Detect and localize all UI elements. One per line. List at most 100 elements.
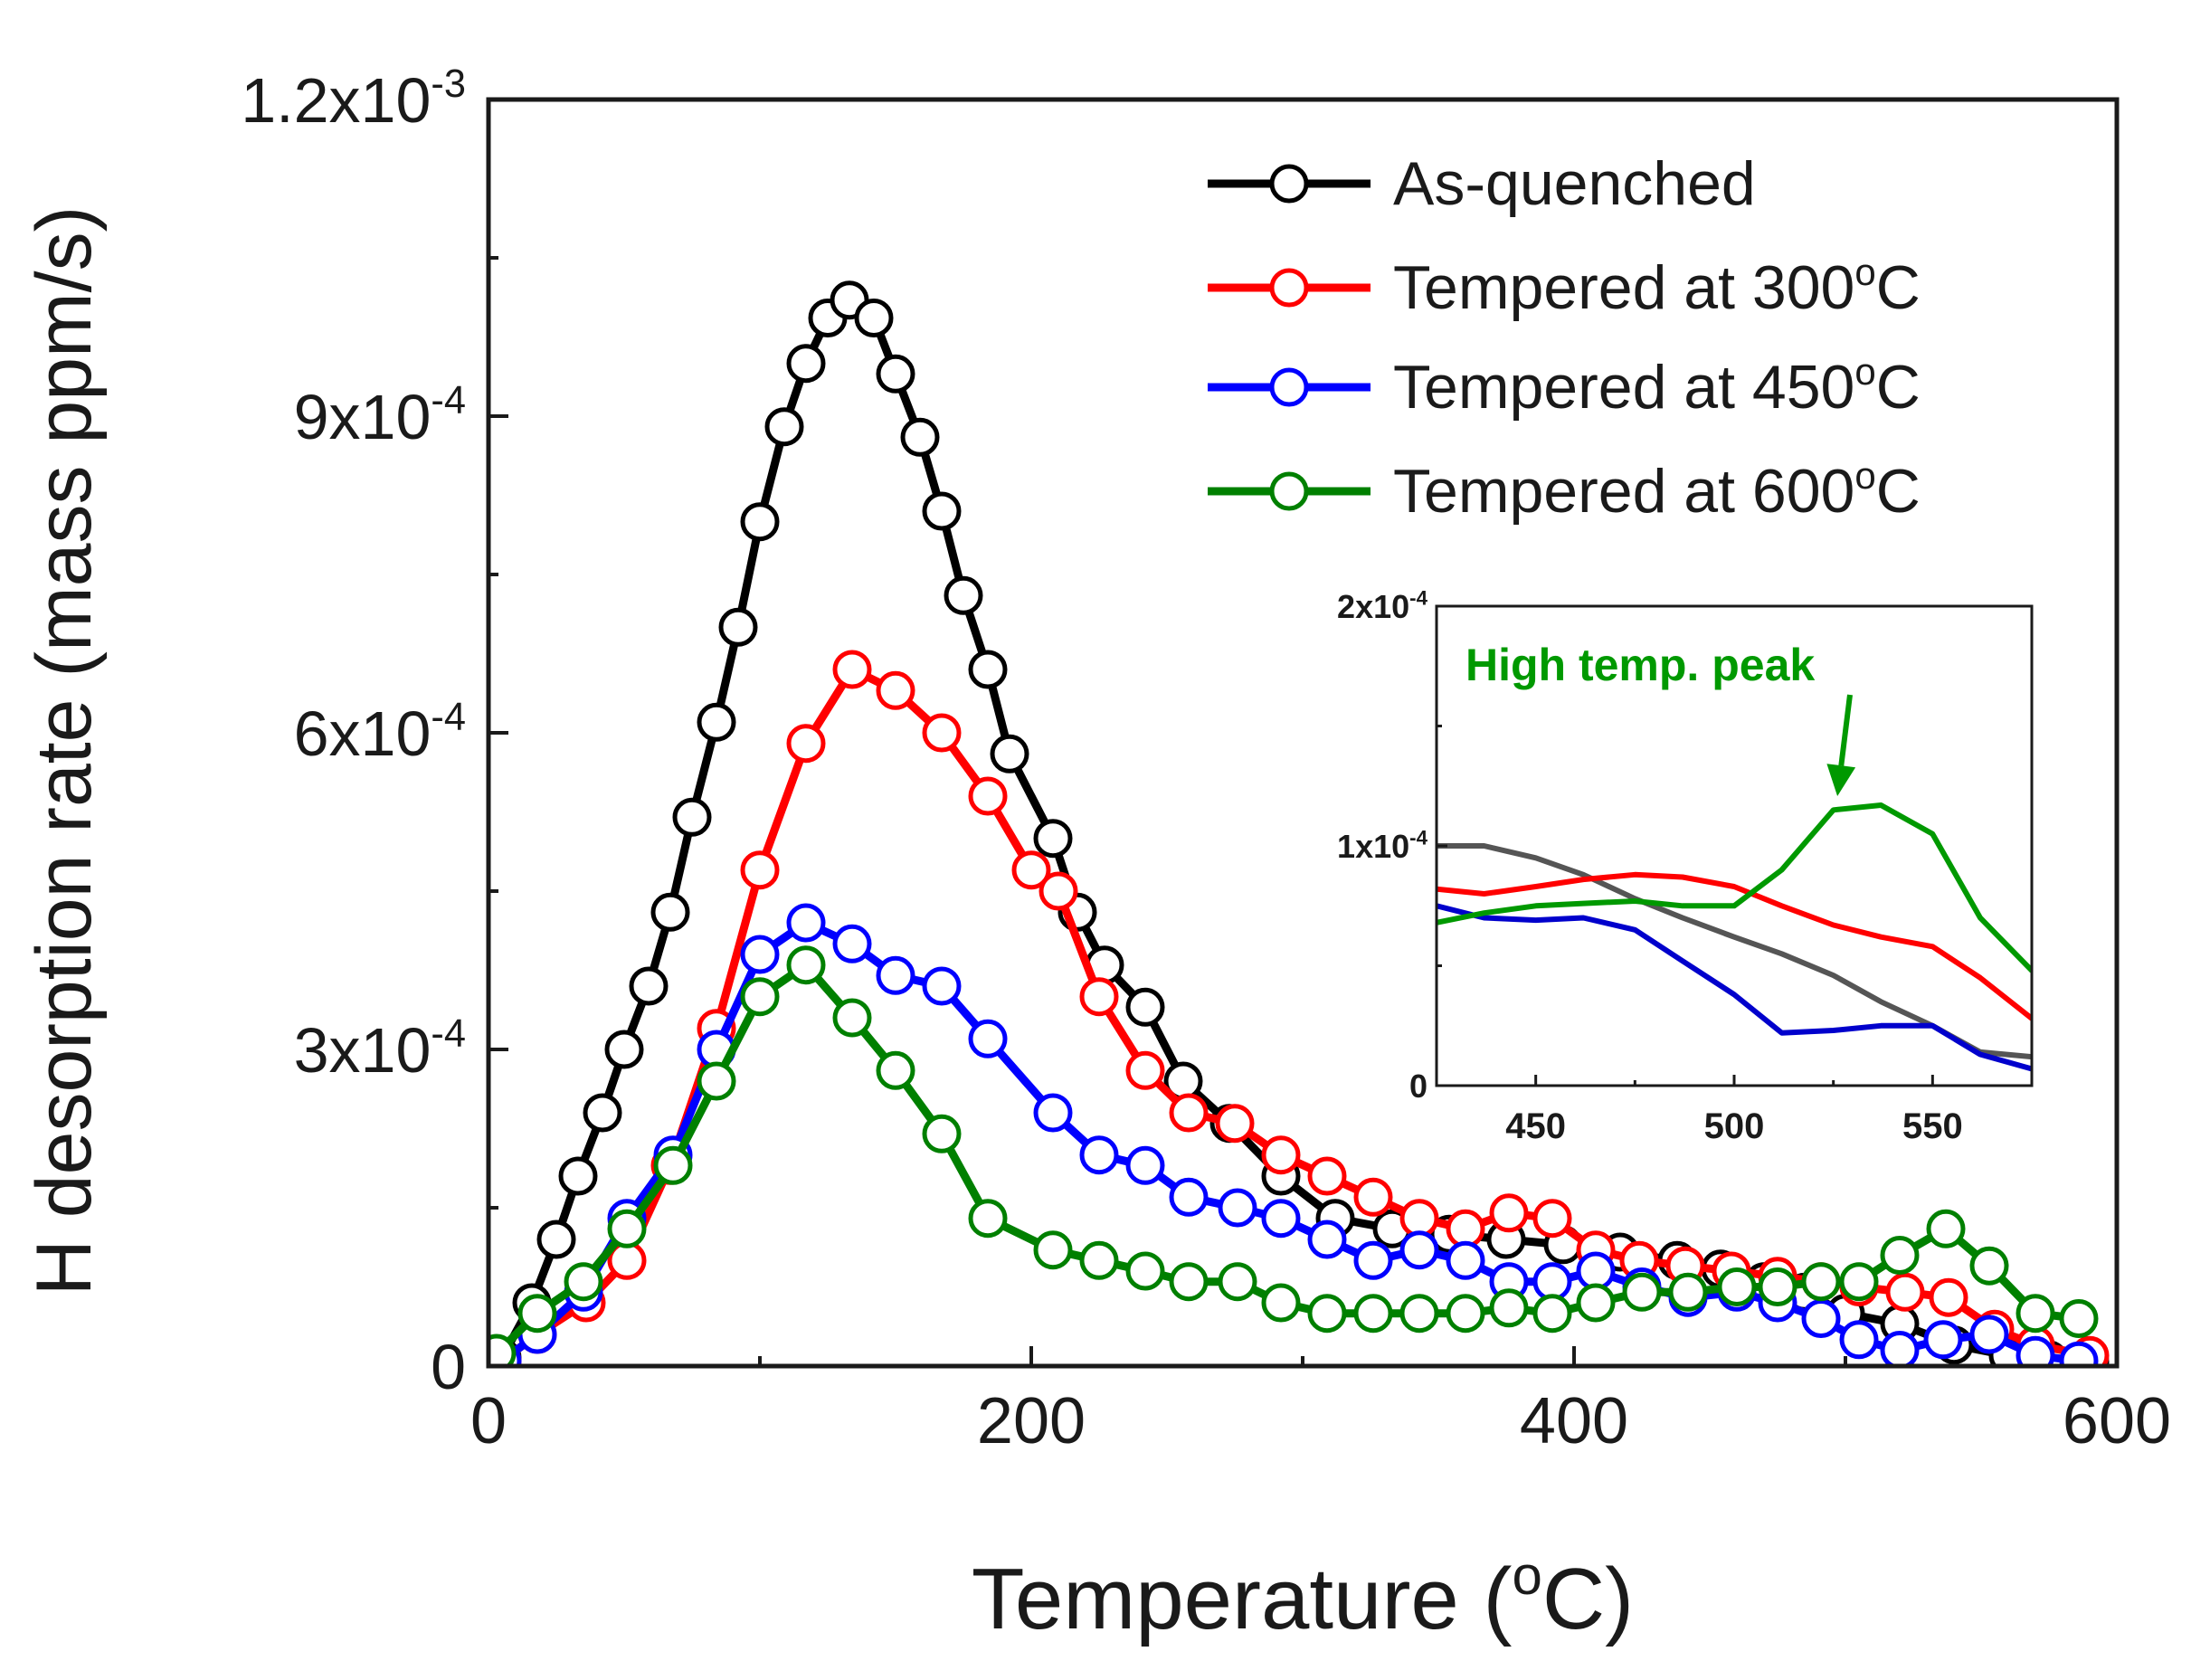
main-y-tick-mantissa: 0 xyxy=(431,1332,466,1402)
inset-series-layer xyxy=(1437,802,2032,1072)
main-y-tick-label-0: 0 xyxy=(431,1332,466,1402)
data-point-tempered-at-600-c-13 xyxy=(1079,1240,1119,1280)
data-point-tempered-at-300-c-17 xyxy=(1215,1104,1255,1144)
data-point-tempered-at-600-c-15 xyxy=(1169,1262,1209,1302)
legend-label-tempered-450-main: Tempered at 450 xyxy=(1393,353,1854,422)
data-point-tempered-at-300-c-33 xyxy=(1929,1277,1968,1317)
data-point-tempered-at-450-c-35 xyxy=(2059,1341,2099,1366)
data-point-tempered-at-450-c-9 xyxy=(876,955,915,995)
data-point-tempered-at-600-c-26 xyxy=(1668,1272,1708,1312)
data-point-tempered-at-450-c-23 xyxy=(1532,1262,1572,1302)
data-point-as-quenched-26 xyxy=(1125,987,1165,1027)
data-point-tempered-at-600-c-28 xyxy=(1758,1267,1797,1306)
inset-series-line-tempered-at-600 xyxy=(1437,802,2032,973)
data-point-as-quenched-13 xyxy=(786,344,826,384)
legend-label-as-quenched: As-quenched xyxy=(1393,149,1756,218)
main-x-tick-label-600: 600 xyxy=(2063,1385,2171,1457)
data-point-tempered-at-300-c-20 xyxy=(1353,1177,1393,1217)
data-point-as-quenched-22 xyxy=(990,734,1029,774)
data-point-tempered-at-450-c-8 xyxy=(832,924,872,963)
data-point-tempered-at-600-c-11 xyxy=(968,1199,1008,1239)
data-point-tempered-at-600-c-20 xyxy=(1399,1294,1439,1334)
data-point-tempered-at-450-c-13 xyxy=(1079,1135,1119,1175)
main-y-tick-mantissa: 3 xyxy=(294,1015,329,1086)
legend-item-tempered-600: Tempered at 600oC xyxy=(1208,454,1921,526)
data-point-as-quenched-5 xyxy=(604,1030,644,1069)
main-x-tick-label-0: 0 xyxy=(470,1385,507,1457)
data-point-tempered-at-300-c-10 xyxy=(922,713,962,753)
inset-x-tick-label-500: 500 xyxy=(1704,1106,1765,1146)
main-x-tick-label-200: 200 xyxy=(977,1385,1086,1457)
data-point-tempered-at-300-c-8 xyxy=(832,650,872,689)
inset-y-tick-mantissa: 2 xyxy=(1337,588,1355,625)
legend-label-tempered-450-sup: o xyxy=(1854,350,1875,393)
data-point-tempered-at-600-c-2 xyxy=(564,1262,603,1302)
data-point-tempered-at-600-c-8 xyxy=(832,998,872,1038)
data-point-tempered-at-300-c-6 xyxy=(740,850,780,890)
data-point-tempered-at-450-c-14 xyxy=(1125,1145,1165,1185)
main-series-layer xyxy=(488,280,2110,1366)
data-point-as-quenched-21 xyxy=(968,650,1008,689)
inset-y-tick-base: x10 xyxy=(1355,828,1409,865)
main-y-tick-exponent: -4 xyxy=(431,379,466,422)
data-point-tempered-at-450-c-21 xyxy=(1446,1240,1485,1280)
data-point-tempered-at-600-c-19 xyxy=(1353,1294,1393,1334)
data-point-tempered-at-450-c-12 xyxy=(1033,1093,1073,1133)
data-point-tempered-at-600-c-9 xyxy=(876,1050,915,1090)
legend-marker-as-quenched xyxy=(1269,164,1309,204)
legend-marker-tempered-600 xyxy=(1269,471,1309,511)
x-axis-label-tail: C) xyxy=(1542,1551,1634,1647)
data-point-tempered-at-300-c-15 xyxy=(1125,1050,1165,1090)
main-y-tick-label-1: 3x10-4 xyxy=(294,1012,466,1086)
data-point-tempered-at-600-c-35 xyxy=(2059,1299,2099,1338)
data-point-tempered-at-450-c-16 xyxy=(1218,1188,1257,1228)
data-point-tempered-at-600-c-34 xyxy=(2016,1294,2055,1334)
data-point-tempered-at-600-c-25 xyxy=(1622,1272,1662,1312)
inset-y-tick-exponent: -4 xyxy=(1409,827,1427,849)
legend-label-tempered-450-tail: C xyxy=(1876,353,1921,422)
data-point-as-quenched-10 xyxy=(718,607,758,647)
inset-series-line-tempered-at-450 xyxy=(1437,903,2032,1072)
legend-label-tempered-450: Tempered at 450oC xyxy=(1393,350,1921,422)
inset-y-tick-mantissa: 0 xyxy=(1409,1068,1427,1105)
data-point-as-quenched-18 xyxy=(900,417,940,457)
data-point-as-quenched-4 xyxy=(583,1093,622,1133)
data-point-tempered-at-300-c-16 xyxy=(1169,1093,1209,1133)
main-y-tick-mantissa: 1.2 xyxy=(241,65,328,136)
data-point-tempered-at-600-c-16 xyxy=(1218,1262,1257,1302)
legend-label-tempered-300: Tempered at 300oC xyxy=(1393,251,1921,322)
data-point-tempered-at-300-c-13 xyxy=(1039,871,1078,911)
data-point-tempered-at-600-c-4 xyxy=(653,1145,693,1185)
main-y-tick-base: x10 xyxy=(329,1015,432,1086)
data-point-as-quenched-6 xyxy=(629,966,669,1006)
main-y-tick-exponent: -4 xyxy=(431,696,466,739)
inset-y-tick-label-2: 2x10-4 xyxy=(1337,587,1428,625)
main-y-tick-label-2: 6x10-4 xyxy=(294,696,466,769)
data-point-tempered-at-450-c-31 xyxy=(1880,1331,1920,1366)
data-point-tempered-at-300-c-9 xyxy=(876,670,915,710)
main-y-tick-mantissa: 6 xyxy=(294,698,329,769)
data-point-tempered-at-300-c-12 xyxy=(1011,850,1051,890)
data-point-tempered-at-600-c-17 xyxy=(1261,1283,1301,1323)
data-point-tempered-at-600-c-31 xyxy=(1880,1236,1920,1275)
data-point-tempered-at-600-c-14 xyxy=(1125,1251,1165,1291)
inset-y-tick-base: x10 xyxy=(1355,588,1409,625)
legend-item-tempered-450: Tempered at 450oC xyxy=(1208,350,1921,422)
data-point-tempered-at-600-c-29 xyxy=(1801,1262,1841,1302)
data-point-tempered-at-300-c-23 xyxy=(1489,1193,1529,1233)
x-axis-label: Temperature (oC) xyxy=(972,1545,1634,1647)
data-point-tempered-at-600-c-21 xyxy=(1446,1294,1485,1334)
data-point-tempered-at-450-c-10 xyxy=(922,966,962,1006)
data-point-as-quenched-2 xyxy=(536,1220,576,1259)
data-point-tempered-at-600-c-3 xyxy=(607,1209,647,1248)
data-point-tempered-at-450-c-29 xyxy=(1801,1299,1841,1338)
inset-y-tick-label-1: 1x10-4 xyxy=(1337,827,1428,865)
inset-annotation-arrow-line xyxy=(1838,694,1853,766)
data-point-as-quenched-19 xyxy=(922,491,962,531)
legend-label-tempered-300-main: Tempered at 300 xyxy=(1393,253,1854,322)
data-point-tempered-at-450-c-19 xyxy=(1353,1240,1393,1280)
y-axis-label: H desorption rate (mass ppm/s) xyxy=(21,206,108,1296)
